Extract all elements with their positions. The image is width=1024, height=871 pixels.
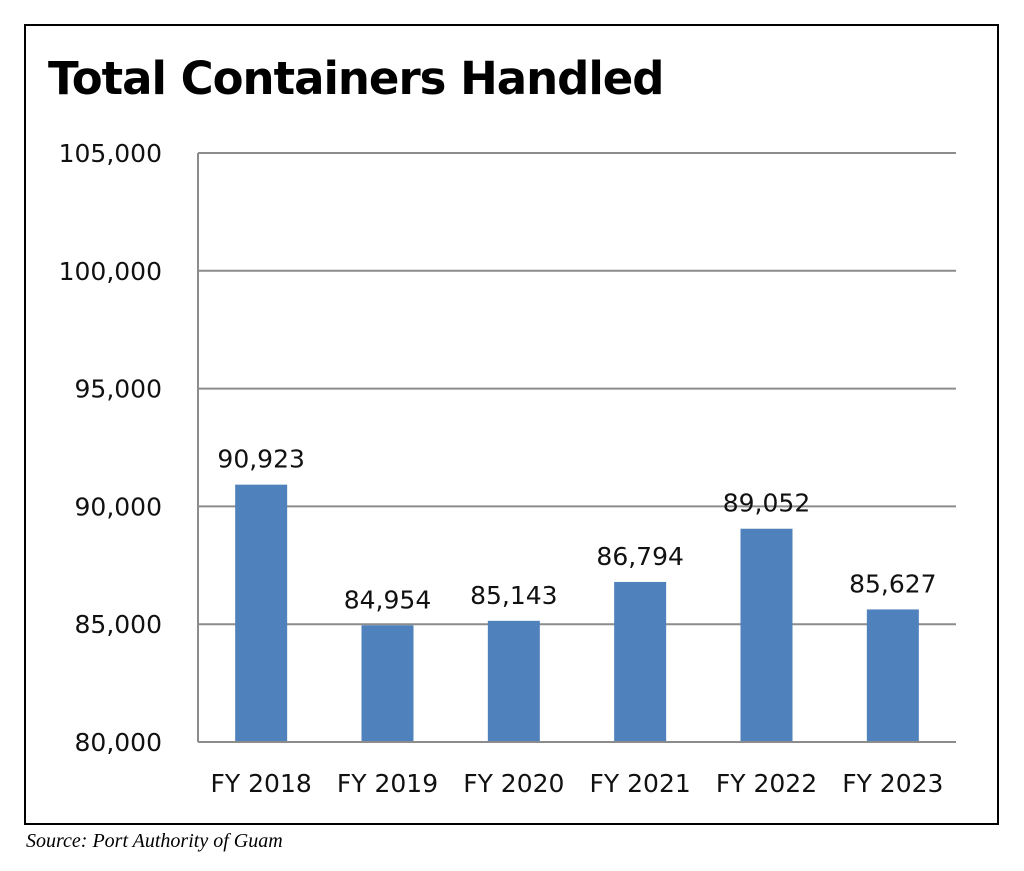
y-tick-label: 95,000	[75, 375, 162, 404]
data-label: 85,627	[849, 569, 936, 598]
y-axis: 80,000 85,000 90,000 95,000 100,000 105,000	[59, 139, 199, 757]
bars: 90,923 84,954 85,143 86,794 89,052 85,627	[217, 445, 937, 742]
gridlines	[198, 152, 956, 743]
data-label: 86,794	[596, 542, 683, 571]
y-tick-label: 85,000	[75, 610, 162, 639]
x-axis: FY 2018 FY 2019 FY 2020 FY 2021 FY 2022 FY 20…	[198, 741, 956, 798]
data-label: 89,052	[723, 489, 810, 518]
x-tick-label: FY 2019	[337, 769, 438, 798]
bar	[235, 484, 288, 742]
x-tick-label: FY 2023	[842, 769, 943, 798]
bar	[740, 528, 793, 742]
bar	[866, 609, 919, 742]
y-tick-label: 105,000	[59, 139, 162, 168]
bar	[361, 625, 414, 742]
data-label: 90,923	[217, 445, 304, 474]
data-label: 85,143	[470, 581, 557, 610]
y-tick-label: 80,000	[75, 728, 162, 757]
y-tick-label: 100,000	[59, 257, 162, 286]
bar	[614, 581, 667, 742]
x-tick-label: FY 2022	[716, 769, 817, 798]
x-tick-label: FY 2018	[211, 769, 312, 798]
x-tick-label: FY 2021	[590, 769, 691, 798]
bar	[487, 620, 540, 742]
source-note: Source: Port Authority of Guam	[26, 830, 283, 852]
data-label: 84,954	[344, 585, 431, 614]
x-tick-label: FY 2020	[463, 769, 564, 798]
y-tick-label: 90,000	[75, 492, 162, 521]
chart-title: Total Containers Handled	[48, 52, 665, 105]
